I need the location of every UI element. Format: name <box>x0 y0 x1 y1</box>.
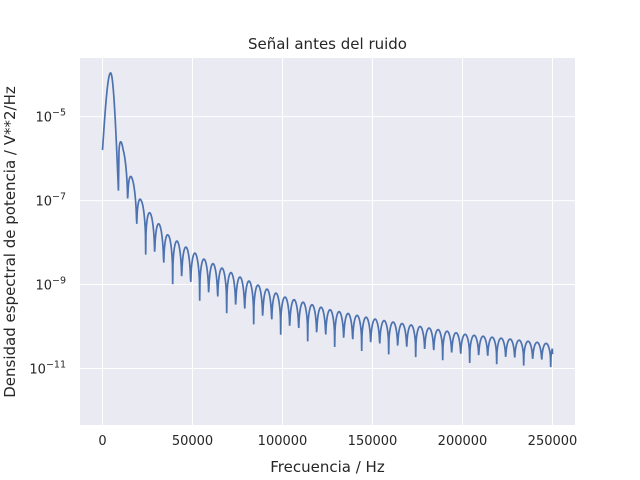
y-tick-exponent: −9 <box>52 276 66 287</box>
x-tick-label: 250000 <box>528 434 578 449</box>
x-axis-label: Frecuencia / Hz <box>270 458 385 476</box>
x-tick-labels: 0 50000 100000 150000 200000 250000 <box>98 434 577 449</box>
y-tick-exponent: −11 <box>46 359 66 370</box>
y-tick-label: 10−11 <box>29 359 66 377</box>
y-tick-exponent: −5 <box>52 108 66 119</box>
y-tick-label: 10−7 <box>35 192 66 210</box>
y-tick-base: 10 <box>35 195 52 210</box>
x-tick-label: 150000 <box>348 434 398 449</box>
chart-title: Señal antes del ruido <box>248 35 407 53</box>
y-tick-base: 10 <box>29 362 46 377</box>
y-tick-exponent: −7 <box>52 192 66 203</box>
psd-series-line <box>101 72 554 368</box>
y-tick-base: 10 <box>35 279 52 294</box>
x-tick-label: 200000 <box>438 434 488 449</box>
x-tick-label: 100000 <box>258 434 308 449</box>
y-tick-label: 10−9 <box>35 276 66 294</box>
y-tick-label: 10−5 <box>35 108 66 126</box>
x-tick-label: 50000 <box>172 434 213 449</box>
y-axis-label: Densidad espectral de potencia / V**2/Hz <box>1 86 19 398</box>
y-tick-base: 10 <box>35 111 52 126</box>
x-tick-label: 0 <box>98 434 106 449</box>
grid-lines <box>80 58 575 425</box>
